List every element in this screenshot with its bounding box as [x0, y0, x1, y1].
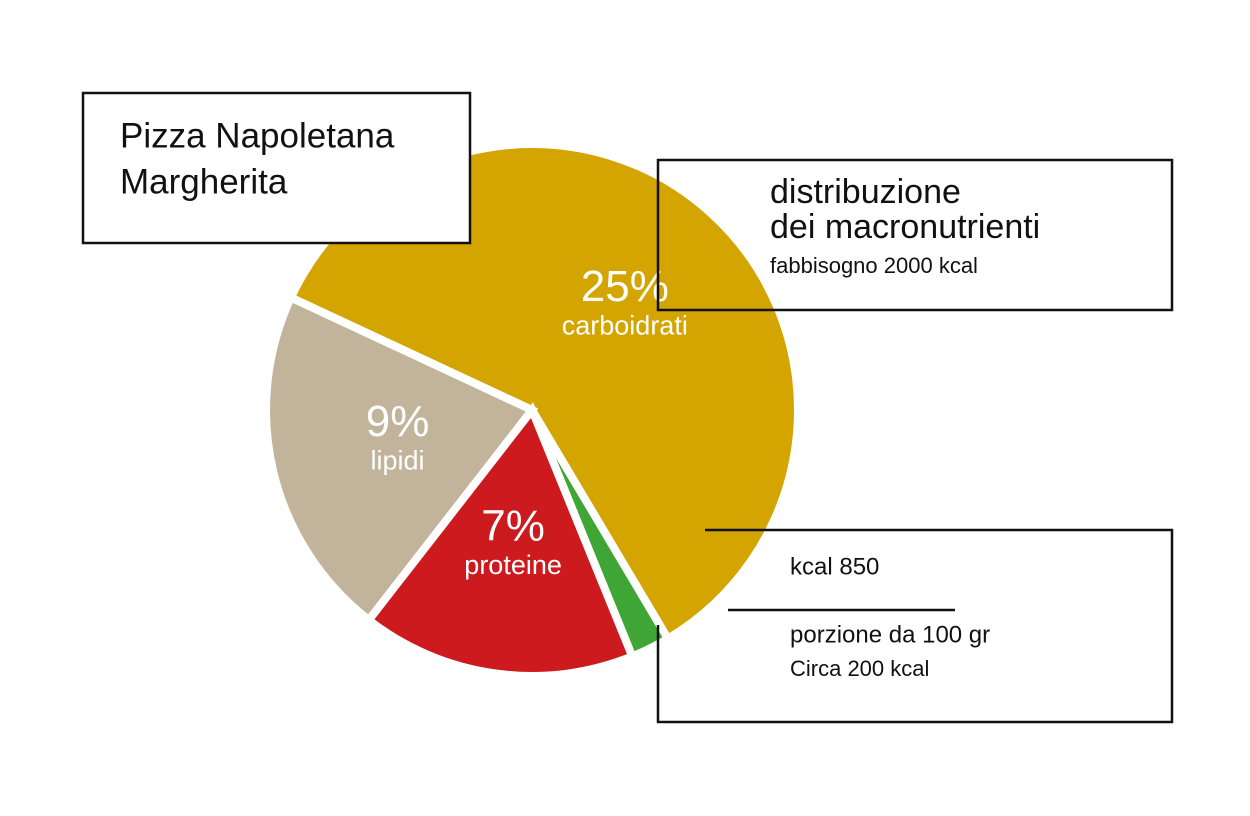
- slice-label: proteine: [464, 550, 562, 580]
- subtitle-box: [656, 158, 1174, 312]
- chart-title: Pizza Napoletana: [120, 116, 395, 155]
- slice: [363, 402, 638, 680]
- subtitle: dei macronutrienti: [770, 208, 1040, 246]
- subtitle: fabbisogno 2000 kcal: [770, 253, 978, 278]
- subtitle: distribuzione: [770, 173, 961, 211]
- info-box: [656, 528, 1174, 724]
- annotation: porzione da 100 gr: [790, 621, 990, 648]
- slice-label: carboidrati: [562, 311, 688, 341]
- annotation: Circa 200 kcal: [790, 656, 929, 681]
- chart-title: Margherita: [120, 162, 288, 201]
- value-label: 9%: [366, 397, 430, 446]
- pie: 25%carboidrati 7%proteine 9%lipidi: [262, 140, 802, 680]
- value-label: 7%: [481, 502, 545, 551]
- annotation: kcal 850: [790, 553, 879, 580]
- value-label: 25%: [581, 262, 669, 311]
- slice-label: lipidi: [371, 446, 425, 476]
- title-box: [81, 91, 472, 245]
- slice: [262, 292, 539, 626]
